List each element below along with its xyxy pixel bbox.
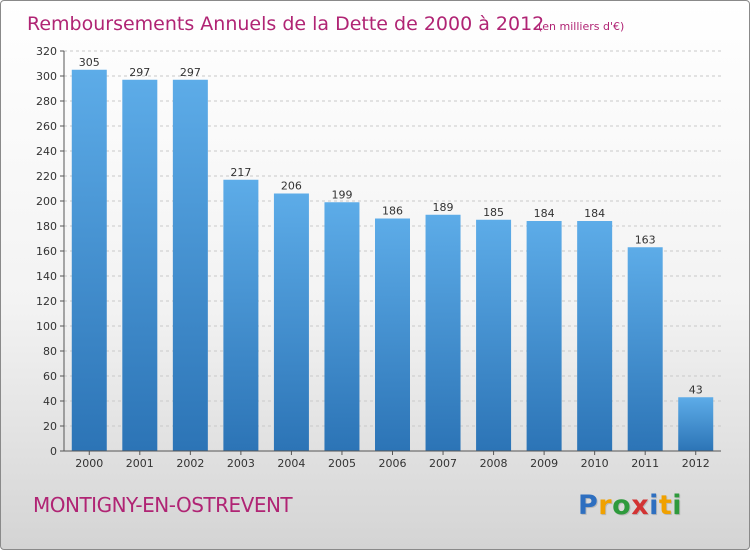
y-tick-label: 140: [36, 270, 57, 283]
y-tick-label: 60: [43, 370, 57, 383]
x-tick-label: 2004: [277, 457, 305, 470]
bar-2001: [122, 79, 158, 451]
y-tick-label: 180: [36, 220, 57, 233]
bar-2009: [526, 221, 562, 451]
bar-2008: [476, 219, 512, 451]
x-tick-label: 2009: [530, 457, 558, 470]
y-tick-label: 40: [43, 395, 57, 408]
y-tick-label: 320: [36, 45, 57, 58]
logo-letter: P: [578, 490, 599, 521]
data-label: 186: [382, 205, 403, 218]
logo-letter: x: [631, 490, 650, 521]
bar-2000: [71, 69, 107, 451]
bar-2005: [324, 202, 360, 451]
data-label: 189: [433, 201, 454, 214]
x-tick-label: 2012: [682, 457, 710, 470]
x-tick-label: 2010: [581, 457, 609, 470]
data-label: 305: [79, 56, 100, 69]
x-tick-label: 2006: [379, 457, 407, 470]
logo-letter: r: [598, 490, 613, 521]
data-label: 217: [230, 166, 251, 179]
data-label: 185: [483, 206, 504, 219]
proxiti-logo: Proxiti: [578, 490, 682, 521]
data-label: 43: [689, 383, 703, 396]
data-label: 297: [129, 66, 150, 79]
chart-title: Remboursements Annuels de la Dette de 20…: [27, 13, 544, 35]
logo-letter: t: [658, 490, 673, 521]
logo-letter: i: [672, 490, 683, 521]
bar-2002: [172, 79, 208, 451]
y-tick-label: 300: [36, 70, 57, 83]
data-label: 199: [331, 188, 352, 201]
data-label: 184: [584, 207, 605, 220]
y-tick-label: 0: [50, 445, 57, 458]
data-label: 184: [534, 207, 555, 220]
x-tick-label: 2000: [75, 457, 103, 470]
data-label: 163: [635, 233, 656, 246]
axes: 0 20 40 60 80 100 120 140 160 180 200 220 240 260 280 3…: [36, 45, 721, 458]
bar-2006: [375, 218, 410, 451]
x-tick-label: 2005: [328, 457, 356, 470]
commune-name: MONTIGNY-EN-OSTREVENT: [33, 493, 293, 517]
y-tick-label: 280: [36, 95, 57, 108]
data-label: 206: [281, 180, 302, 193]
bar-2004: [273, 193, 309, 451]
bar-2007: [425, 214, 461, 451]
logo-letter: i: [649, 490, 659, 521]
labels-group: 305 2000 297 2001 297 2002 217 2003 206 2004 199 20…: [75, 56, 709, 470]
y-tick-label: 220: [36, 170, 57, 183]
x-tick-label: 2008: [480, 457, 508, 470]
x-tick-label: 2002: [176, 457, 204, 470]
y-tick-label: 120: [36, 295, 57, 308]
data-label: 297: [180, 66, 201, 79]
bars-group: [71, 69, 714, 451]
x-tick-label: 2011: [631, 457, 659, 470]
y-tick-label: 20: [43, 420, 57, 433]
y-tick-label: 160: [36, 245, 57, 258]
x-tick-label: 2007: [429, 457, 457, 470]
y-tick-label: 240: [36, 145, 57, 158]
logo-letter: o: [612, 490, 632, 521]
y-tick-label: 100: [36, 320, 57, 333]
bar-2003: [223, 179, 259, 451]
bar-2010: [577, 221, 613, 451]
bar-2012: [678, 397, 714, 451]
y-tick-label: 260: [36, 120, 57, 133]
x-tick-label: 2003: [227, 457, 255, 470]
x-tick-label: 2001: [126, 457, 154, 470]
bar-2011: [627, 247, 663, 451]
chart-subtitle: (en milliers d'€): [538, 20, 624, 33]
y-tick-label: 200: [36, 195, 57, 208]
y-tick-label: 80: [43, 345, 57, 358]
